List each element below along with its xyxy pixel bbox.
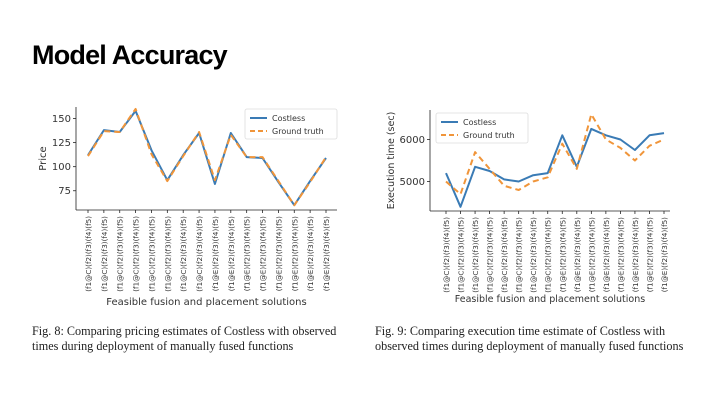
- x-tick-label: (f1@E)(f2)(f3)(f4)(f5): [290, 216, 299, 291]
- x-tick-label: (f1@C)(f2)(f3)(f4)(f5): [544, 217, 553, 293]
- x-tick-label: (f1@E)(f2)(f3)(f4)(f5): [645, 217, 654, 292]
- x-tick-label: (f1@C)(f2)(f3)(f4)(f5): [132, 216, 141, 292]
- x-tick-label: (f1@E)(f2)(f3)(f4)(f5): [558, 217, 567, 292]
- legend-costless-label: Costless: [272, 114, 305, 123]
- legend-ground-truth-label: Ground truth: [463, 131, 515, 140]
- x-tick-label: (f1@E)(f2)(f3)(f4)(f5): [616, 217, 625, 292]
- y-tick-label: 125: [52, 138, 71, 149]
- x-tick-label: (f1@C)(f2)(f3)(f4)(f5): [195, 216, 204, 292]
- legend: Costless Ground truth: [435, 112, 529, 144]
- x-tick-label: (f1@E)(f2)(f3)(f4)(f5): [259, 216, 268, 291]
- x-tick-label: (f1@C)(f2)(f3)(f4)(f5): [100, 216, 109, 292]
- x-tick-label: (f1@C)(f2)(f3)(f4)(f5): [500, 217, 509, 293]
- legend-box: [244, 108, 338, 140]
- x-tick-label: (f1@C)(f2)(f3)(f4)(f5): [163, 216, 172, 292]
- x-tick-label: (f1@E)(f2)(f3)(f4)(f5): [274, 216, 283, 291]
- x-axis-label: Feasible fusion and placement solutions: [106, 297, 306, 308]
- x-tick-label: (f1@E)(f2)(f3)(f4)(f5): [322, 216, 331, 291]
- figure-9-caption: Fig. 9: Comparing execution time estimat…: [375, 324, 684, 353]
- legend-box: [435, 112, 529, 144]
- x-tick-label: (f1@E)(f2)(f3)(f4)(f5): [211, 216, 220, 291]
- x-tick-label: (f1@C)(f2)(f3)(f4)(f5): [457, 217, 466, 293]
- legend: Costless Ground truth: [244, 108, 338, 140]
- legend-ground-truth-label: Ground truth: [272, 127, 324, 136]
- x-tick-label: (f1@C)(f2)(f3)(f4)(f5): [179, 216, 188, 292]
- x-tick-label: (f1@E)(f2)(f3)(f4)(f5): [243, 216, 252, 291]
- x-axis-label: Feasible fusion and placement solutions: [455, 294, 645, 305]
- x-tick-label: (f1@C)(f2)(f3)(f4)(f5): [84, 216, 93, 292]
- y-tick-label: 5000: [400, 177, 425, 188]
- ground-truth-series-line: [445, 113, 665, 196]
- x-tick-label: (f1@C)(f2)(f3)(f4)(f5): [147, 216, 156, 292]
- x-tick-label: (f1@C)(f2)(f3)(f4)(f5): [529, 217, 538, 293]
- x-tick-label: (f1@E)(f2)(f3)(f4)(f5): [306, 216, 315, 291]
- slide-title: Model Accuracy: [32, 40, 228, 70]
- x-tick-label: (f1@E)(f2)(f3)(f4)(f5): [227, 216, 236, 291]
- y-tick-label: 75: [58, 186, 71, 197]
- x-tick-label: (f1@C)(f2)(f3)(f4)(f5): [486, 217, 495, 293]
- price-chart-svg: 75 100 125 150 (f1@C)(f2)(f3)(f4)(f5) (f1@C)(…: [38, 107, 338, 308]
- legend-costless-label: Costless: [463, 118, 496, 127]
- x-tick-label: (f1@E)(f2)(f3)(f4)(f5): [602, 217, 611, 292]
- execution-time-chart-svg: 5000 6000 (f1@C)(f2)(f3)(f4)(f5) (f1@C)(f2)…: [386, 110, 670, 305]
- x-tick-label: (f1@E)(f2)(f3)(f4)(f5): [660, 217, 669, 292]
- price-chart: 75 100 125 150 (f1@C)(f2)(f3)(f4)(f5) (f1@C)(…: [30, 95, 350, 315]
- x-tick-label: (f1@C)(f2)(f3)(f4)(f5): [442, 217, 451, 293]
- y-tick-label: 100: [52, 162, 71, 173]
- figure-8-caption: Fig. 8: Comparing pricing estimates of C…: [32, 324, 337, 353]
- x-tick-label: (f1@E)(f2)(f3)(f4)(f5): [587, 217, 596, 292]
- x-tick-label: (f1@C)(f2)(f3)(f4)(f5): [515, 217, 524, 293]
- y-axis-label: Execution time (sec): [386, 112, 397, 210]
- costless-series-line: [87, 109, 327, 207]
- x-tick-label: (f1@C)(f2)(f3)(f4)(f5): [471, 217, 480, 293]
- y-tick-label: 150: [52, 114, 71, 125]
- x-tick-label: (f1@E)(f2)(f3)(f4)(f5): [631, 217, 640, 292]
- costless-series-line: [445, 127, 665, 208]
- x-tick-label: (f1@E)(f2)(f3)(f4)(f5): [573, 217, 582, 292]
- y-tick-label: 6000: [400, 135, 425, 146]
- execution-time-chart: 5000 6000 (f1@C)(f2)(f3)(f4)(f5) (f1@C)(f2)…: [378, 95, 678, 315]
- y-axis-label: Price: [38, 146, 49, 170]
- x-tick-label: (f1@C)(f2)(f3)(f4)(f5): [116, 216, 125, 292]
